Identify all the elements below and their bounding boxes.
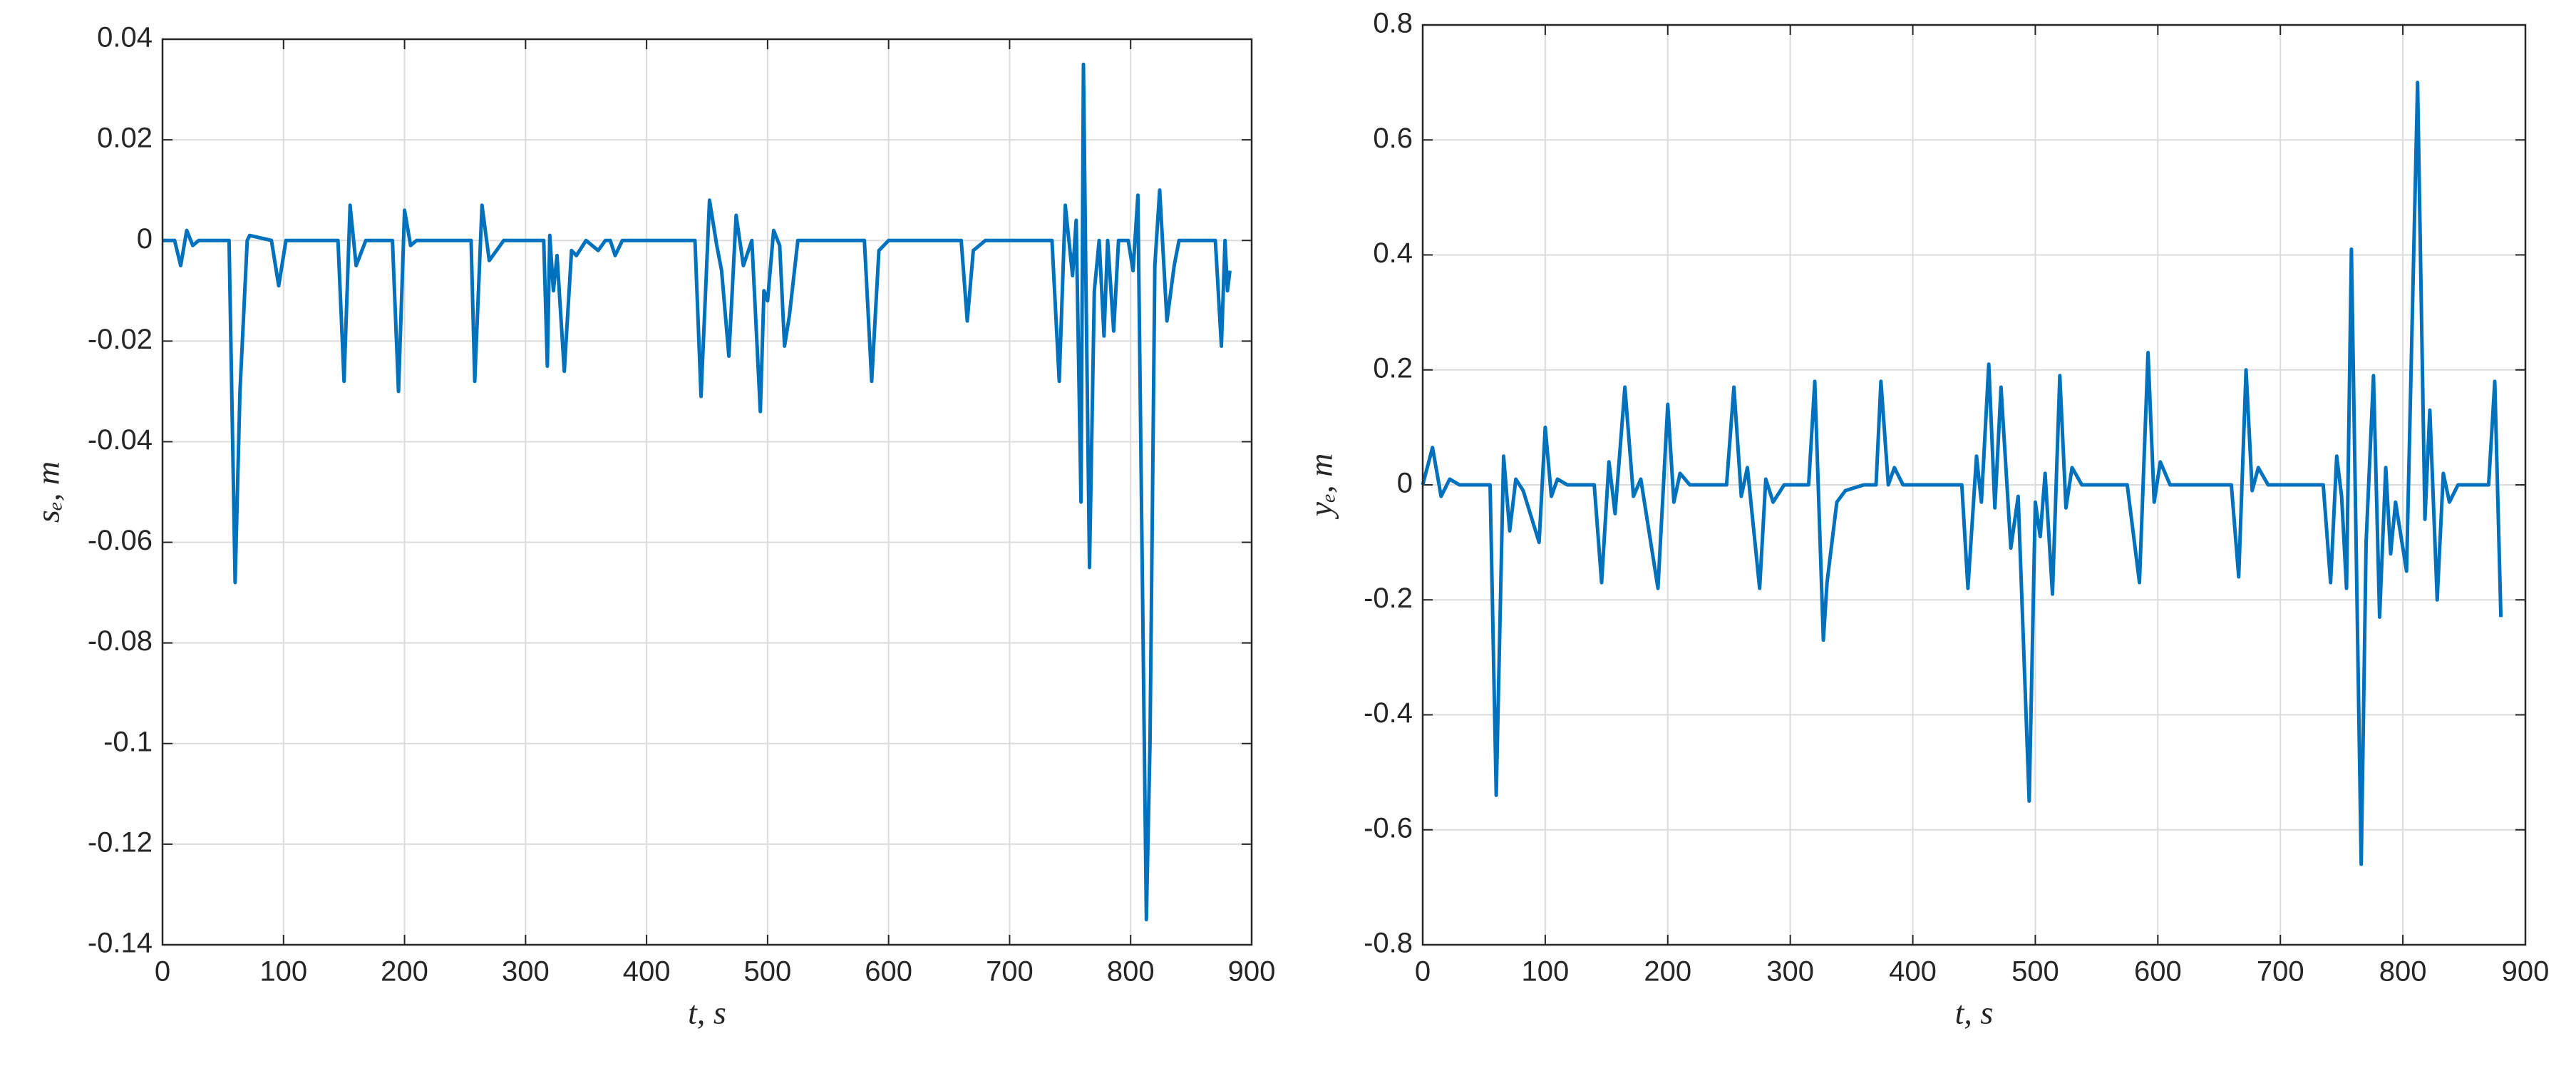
y-axis-label: sₑ, m	[30, 461, 66, 523]
x-tick-label: 700	[2257, 956, 2304, 988]
plot-frame	[1421, 24, 2527, 946]
x-tick-label: 700	[986, 956, 1034, 988]
y-tick-label: 0	[1397, 468, 1413, 499]
x-tick-label: 400	[1889, 956, 1937, 988]
x-tick-label: 500	[2011, 956, 2059, 988]
y-tick-label: -0.06	[88, 525, 153, 556]
plot-frame	[161, 38, 1253, 946]
y-tick-label: 0.6	[1373, 123, 1413, 154]
x-tick-label: 100	[259, 956, 307, 988]
y-tick-label: 0.8	[1373, 8, 1413, 39]
plot-area	[163, 39, 1252, 945]
y-tick-label: 0.02	[97, 123, 153, 154]
x-tick-label: 0	[155, 956, 170, 988]
x-tick-label: 400	[623, 956, 671, 988]
plot: 0 100 200 300 400 500 600 700 800 900 -0.14 -0.12 -0…	[30, 22, 1276, 1031]
y-tick-label: 0.4	[1373, 237, 1413, 269]
x-tick-label: 900	[2502, 956, 2550, 988]
x-tick-label: 600	[865, 956, 912, 988]
x-tick-label: 200	[1644, 956, 1691, 988]
data-line	[1421, 81, 2503, 866]
x-tick-label: 0	[1415, 956, 1431, 988]
x-tick-label: 300	[502, 956, 550, 988]
y-tick-label: -0.04	[88, 424, 153, 456]
y-tick-label: 0.2	[1373, 352, 1413, 384]
x-tick-label: 900	[1228, 956, 1276, 988]
plot: 0 100 200 300 400 500 600 700 800 900 -0.8 -0.6 -0.4…	[1303, 8, 2550, 1031]
y-axis-label: yₑ, m	[1303, 453, 1339, 520]
x-tick-label: 100	[1522, 956, 1570, 988]
y-tick-label: -0.12	[88, 826, 153, 858]
y-tick-label: -0.8	[1364, 928, 1413, 959]
x-tick-label: 500	[744, 956, 792, 988]
x-tick-label: 600	[2134, 956, 2182, 988]
x-tick-label: 200	[381, 956, 428, 988]
x-tick-label: 800	[2379, 956, 2427, 988]
data-line	[163, 62, 1232, 922]
x-tick-label: 300	[1766, 956, 1814, 988]
y-tick-label: -0.6	[1364, 812, 1413, 844]
y-tick-label: 0	[137, 223, 153, 255]
x-axis-label: t, s	[1955, 995, 1994, 1031]
y-tick-label: -0.08	[88, 625, 153, 657]
y-tick-label: -0.1	[103, 726, 153, 757]
y-tick-label: 0.04	[97, 22, 153, 53]
x-tick-label: 800	[1107, 956, 1155, 988]
y-tick-label: -0.4	[1364, 697, 1413, 729]
y-tick-label: -0.14	[88, 928, 153, 959]
y-tick-label: -0.02	[88, 324, 153, 355]
y-tick-label: -0.2	[1364, 583, 1413, 614]
x-axis-label: t, s	[688, 995, 726, 1031]
